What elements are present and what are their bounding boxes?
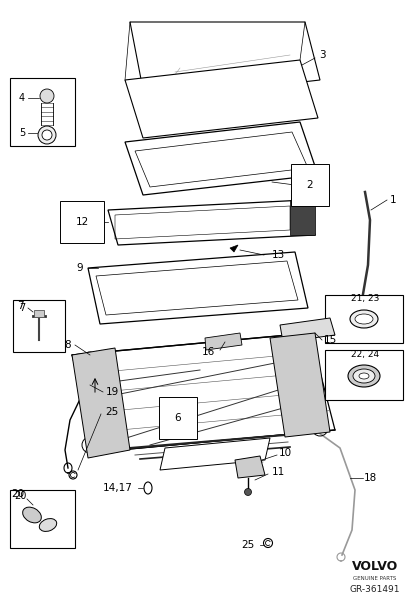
Ellipse shape <box>144 482 152 494</box>
Bar <box>10 78 75 146</box>
Circle shape <box>42 130 52 140</box>
Text: 3: 3 <box>319 50 326 60</box>
Ellipse shape <box>353 369 375 383</box>
Bar <box>13 300 65 352</box>
Polygon shape <box>125 60 318 138</box>
Text: 22, 24: 22, 24 <box>351 350 379 359</box>
Polygon shape <box>235 456 265 478</box>
Circle shape <box>40 89 54 103</box>
Bar <box>34 310 44 317</box>
Polygon shape <box>270 333 330 437</box>
Polygon shape <box>160 438 270 470</box>
Text: VOLVO: VOLVO <box>352 561 398 573</box>
Text: GENUINE PARTS: GENUINE PARTS <box>353 576 397 581</box>
Text: 12: 12 <box>75 217 89 227</box>
Text: 11: 11 <box>271 467 285 477</box>
Text: 14,17: 14,17 <box>103 483 133 493</box>
Ellipse shape <box>39 519 57 531</box>
Polygon shape <box>72 348 130 458</box>
Ellipse shape <box>23 507 42 523</box>
Text: 21, 23: 21, 23 <box>351 294 379 304</box>
Polygon shape <box>280 318 335 342</box>
Polygon shape <box>125 122 318 195</box>
Bar <box>10 490 75 548</box>
Circle shape <box>38 126 56 144</box>
Text: 15: 15 <box>323 335 337 345</box>
Text: 7: 7 <box>19 303 25 313</box>
Text: GR-361491: GR-361491 <box>350 585 400 594</box>
Ellipse shape <box>359 373 369 379</box>
Polygon shape <box>230 245 238 252</box>
Ellipse shape <box>348 365 380 387</box>
Polygon shape <box>88 252 308 324</box>
Text: 20: 20 <box>12 489 25 499</box>
Text: 18: 18 <box>363 473 376 483</box>
Text: 9: 9 <box>77 263 83 273</box>
Text: 1: 1 <box>390 195 396 205</box>
Circle shape <box>245 489 252 495</box>
Text: 6: 6 <box>175 413 181 423</box>
Text: 5: 5 <box>19 128 25 138</box>
Text: 25: 25 <box>241 540 255 550</box>
Text: 19: 19 <box>105 387 119 397</box>
Bar <box>325 295 403 343</box>
Polygon shape <box>290 200 315 235</box>
Text: 25: 25 <box>105 407 119 417</box>
Text: 16: 16 <box>201 347 215 357</box>
Polygon shape <box>205 333 242 350</box>
Text: 8: 8 <box>65 340 72 350</box>
Polygon shape <box>72 333 335 452</box>
Text: 13: 13 <box>271 250 285 260</box>
Text: 4: 4 <box>19 93 25 103</box>
Text: 20: 20 <box>14 491 26 501</box>
Text: 2: 2 <box>307 180 313 190</box>
Text: 7: 7 <box>17 301 23 311</box>
Ellipse shape <box>350 310 378 328</box>
Bar <box>325 350 403 400</box>
Polygon shape <box>108 200 315 245</box>
Ellipse shape <box>355 314 373 324</box>
Text: 10: 10 <box>278 448 291 458</box>
